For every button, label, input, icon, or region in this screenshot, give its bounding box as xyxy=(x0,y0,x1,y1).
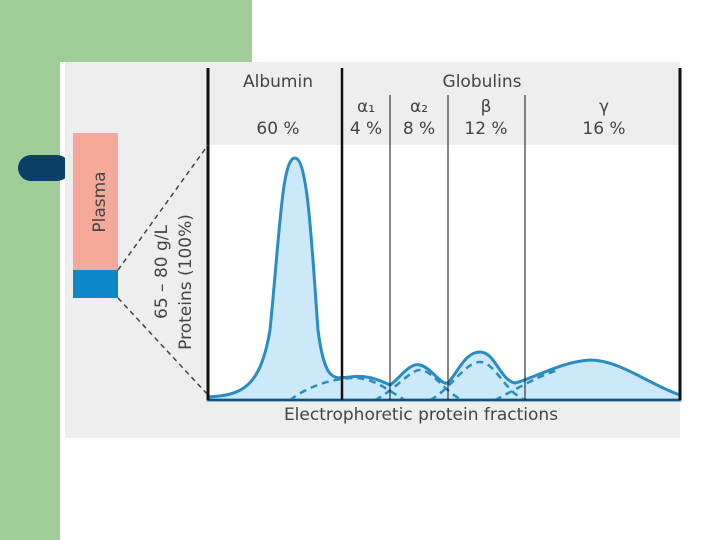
dividers xyxy=(206,68,682,401)
green-band xyxy=(0,0,252,62)
proteins-label: Proteins (100%) xyxy=(176,214,196,350)
fraction-percent: 8 % xyxy=(403,119,435,139)
fraction-percent: 16 % xyxy=(582,119,625,139)
caption: Electrophoretic protein fractions xyxy=(284,405,558,425)
fraction-percent: 12 % xyxy=(464,119,507,139)
green-bar xyxy=(0,0,60,540)
albumin-header: Albumin xyxy=(243,72,313,92)
albumin-percent: 60 % xyxy=(256,119,299,139)
fraction-symbol: β xyxy=(481,97,492,117)
fraction-symbol: α₁ xyxy=(357,97,375,117)
fraction-percent: 4 % xyxy=(350,119,382,139)
protein-bar xyxy=(73,270,118,298)
fraction-symbol: α₂ xyxy=(410,97,428,117)
bullet-bar xyxy=(18,155,70,181)
fraction-symbol: γ xyxy=(599,97,609,117)
plasma-bar xyxy=(73,133,118,270)
globulins-header: Globulins xyxy=(443,72,522,92)
connector-lines xyxy=(117,144,209,396)
concentration-label: 65 – 80 g/L xyxy=(152,224,172,318)
plasma-label: Plasma xyxy=(90,171,110,232)
